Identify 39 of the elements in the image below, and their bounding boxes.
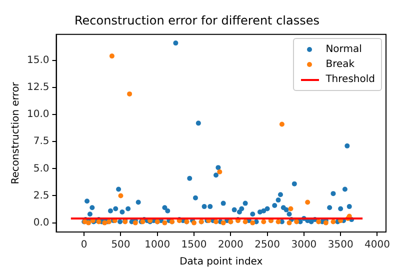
legend-label: Threshold bbox=[326, 74, 375, 86]
point bbox=[214, 219, 219, 224]
point bbox=[162, 220, 168, 226]
point bbox=[250, 220, 256, 226]
x-tick-label: 2500 bbox=[254, 240, 280, 251]
point bbox=[330, 219, 336, 224]
x-axis-title: Data point index bbox=[180, 256, 263, 268]
point bbox=[127, 91, 132, 96]
point bbox=[305, 200, 310, 205]
point bbox=[217, 169, 222, 174]
y-tick-label: 0.0 bbox=[33, 217, 50, 228]
y-tick-label: 12.5 bbox=[27, 82, 50, 94]
chart-title: Reconstruction error for different classes bbox=[74, 13, 320, 28]
x-tick-label: 4000 bbox=[364, 240, 390, 251]
x-tick-label: 1500 bbox=[181, 240, 207, 251]
y-tick-label: 2.5 bbox=[33, 190, 50, 202]
point bbox=[276, 219, 281, 224]
point bbox=[220, 220, 226, 226]
legend-label: Break bbox=[326, 59, 355, 70]
point bbox=[261, 219, 266, 224]
point bbox=[279, 122, 284, 127]
point bbox=[286, 220, 292, 226]
x-tick-label: 3500 bbox=[328, 240, 354, 251]
y-tick-label: 15.0 bbox=[27, 54, 50, 66]
x-tick-label: 500 bbox=[111, 240, 130, 251]
legend-label: Normal bbox=[326, 44, 362, 56]
point bbox=[242, 219, 248, 224]
y-tick-label: 5.0 bbox=[33, 163, 50, 174]
point bbox=[288, 206, 294, 212]
x-tick-label: 0 bbox=[80, 240, 88, 251]
x-tick-label: 3000 bbox=[291, 240, 317, 251]
y-tick-label: 7.5 bbox=[33, 136, 50, 148]
x-tick-label: 2000 bbox=[218, 240, 244, 251]
point bbox=[316, 219, 322, 224]
x-tick-label: 1000 bbox=[144, 240, 170, 251]
point bbox=[109, 54, 114, 59]
y-axis-title: Reconstruction error bbox=[10, 81, 22, 184]
point bbox=[118, 193, 124, 198]
y-tick-label: 10.0 bbox=[27, 109, 50, 120]
